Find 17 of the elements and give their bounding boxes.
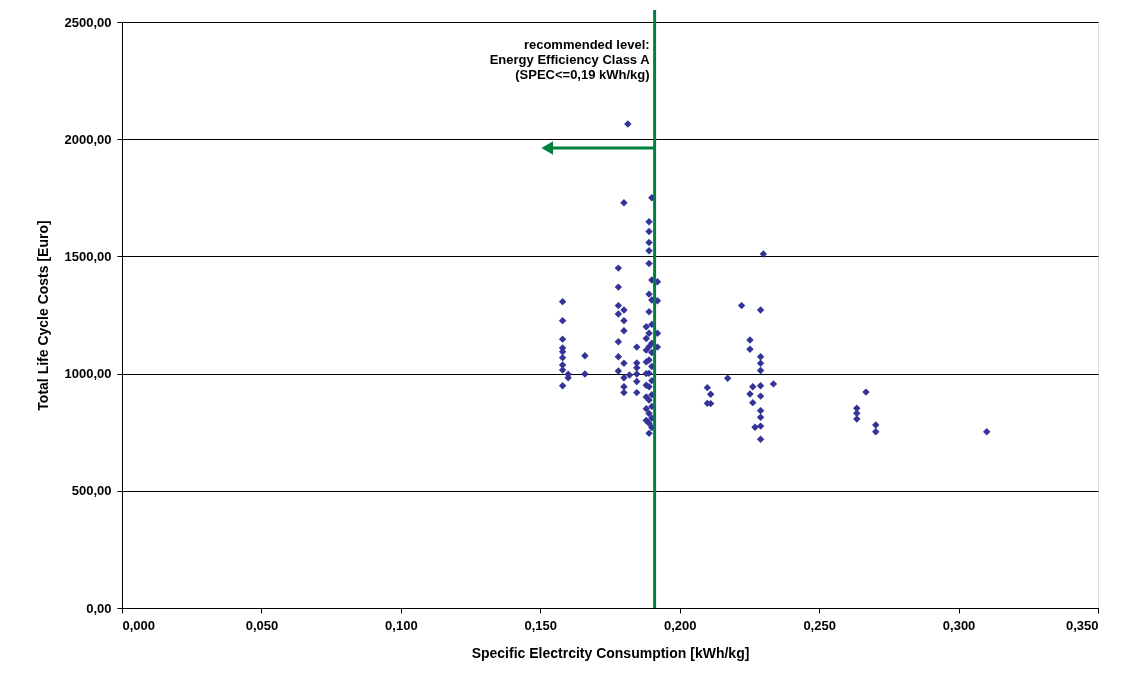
x-tick-label: 0,100 — [385, 617, 418, 633]
x-tick-label: 0,000 — [122, 617, 156, 633]
y-tick-label: 0,00 — [86, 600, 112, 616]
x-tick-label: 0,250 — [803, 617, 836, 633]
y-axis-title: Total Life Cycle Costs [Euro] — [34, 220, 51, 411]
x-tick-label: 0,200 — [663, 617, 697, 633]
x-axis-title: Specific Electrcity Consumption [kWh/kg] — [471, 644, 750, 661]
x-tick-label: 0,150 — [524, 617, 558, 633]
y-tick-label: 2500,00 — [64, 14, 112, 30]
x-tick-label: 0,300 — [942, 617, 976, 633]
x-tick-label: 0,050 — [245, 617, 279, 633]
y-tick-label: 2000,00 — [64, 131, 112, 147]
y-tick-label: 500,00 — [71, 483, 112, 499]
ref-line-label: recommended level: Energy Efficiency Class A (SPEC<=0,19 kWh/kg) — [489, 37, 651, 82]
x-tick-label: 0,350 — [1065, 617, 1099, 633]
y-tick-label: 1500,00 — [64, 248, 112, 264]
y-tick-label: 1000,00 — [64, 366, 112, 382]
